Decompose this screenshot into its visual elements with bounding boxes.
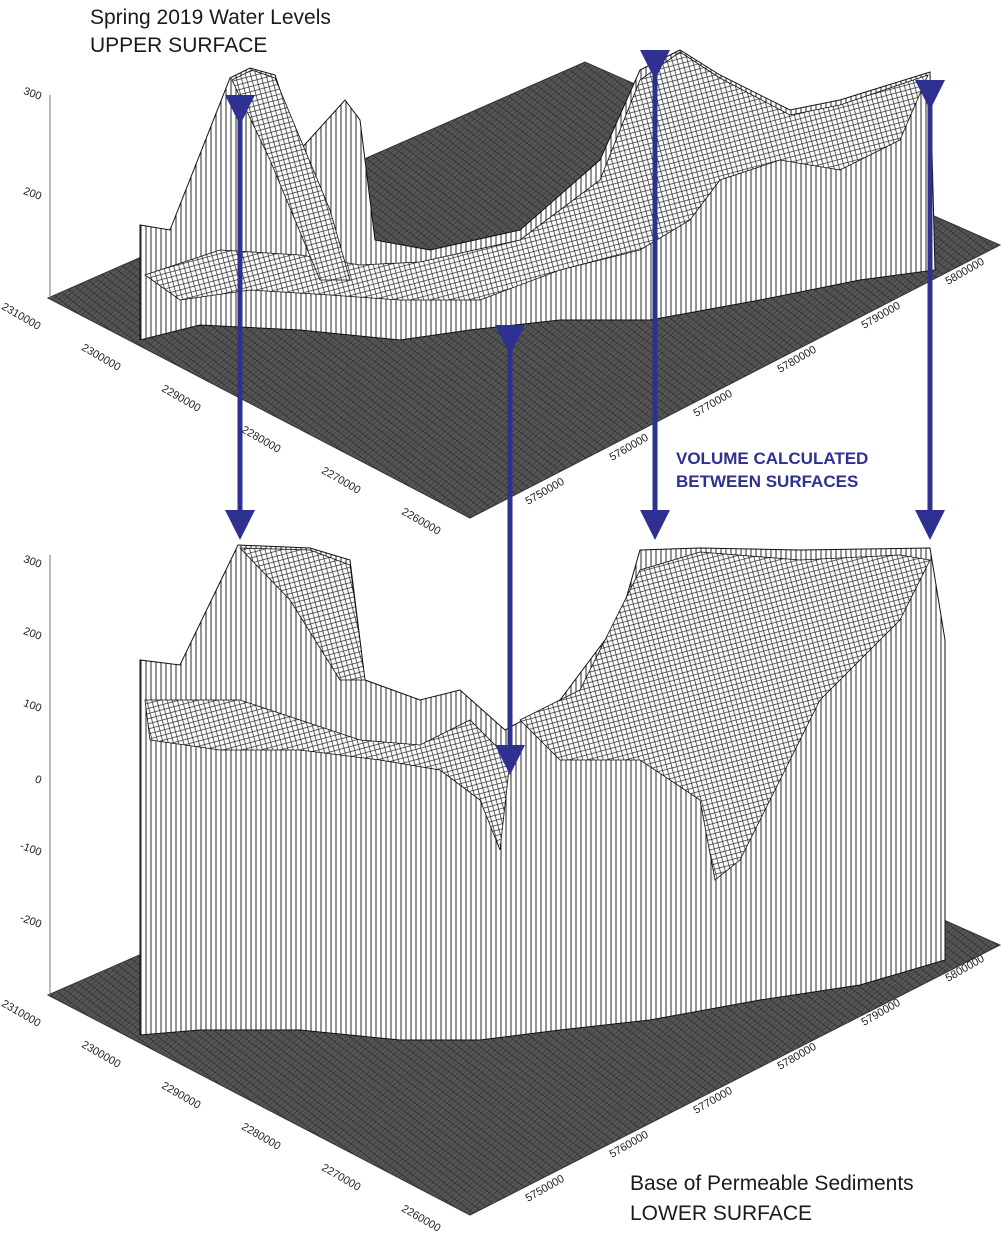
lower-subtitle: LOWER SURFACE bbox=[630, 1202, 812, 1225]
x-tick-label: 2260000 bbox=[399, 1203, 442, 1235]
z-tick-label: -100 bbox=[18, 840, 43, 859]
x-tick-label: 2300000 bbox=[79, 1039, 122, 1071]
x-tick-label: 2280000 bbox=[239, 1121, 282, 1153]
surface-mesh bbox=[519, 551, 931, 881]
surface-mesh bbox=[144, 51, 929, 301]
z-tick-label: 200 bbox=[22, 625, 43, 643]
lower-title: Base of Permeable Sediments bbox=[630, 1172, 914, 1195]
surface-mesh bbox=[239, 547, 366, 681]
z-tick-label: -200 bbox=[18, 912, 43, 931]
annotation: BETWEEN SURFACES bbox=[676, 472, 858, 491]
x-tick-label: 2310000 bbox=[0, 998, 43, 1030]
z-tick-label: 300 bbox=[22, 553, 43, 571]
upper-title: Spring 2019 Water Levels bbox=[90, 6, 331, 29]
surface-mesh bbox=[144, 699, 511, 851]
z-tick-label: 300 bbox=[22, 85, 43, 103]
z-tick-label: 200 bbox=[22, 185, 43, 203]
z-tick-label: 100 bbox=[22, 697, 43, 715]
x-tick-label: 2270000 bbox=[319, 1162, 362, 1194]
x-tick-label: 2270000 bbox=[319, 465, 362, 497]
annotation: VOLUME CALCULATED bbox=[676, 449, 868, 468]
arrows bbox=[225, 50, 945, 775]
upper-subtitle: UPPER SURFACE bbox=[90, 34, 267, 57]
surface-mesh bbox=[231, 69, 351, 281]
z-tick-label: 0 bbox=[33, 773, 43, 786]
x-tick-label: 2310000 bbox=[0, 301, 43, 333]
x-tick-label: 2290000 bbox=[159, 1080, 202, 1112]
x-tick-label: 2300000 bbox=[79, 342, 122, 374]
x-tick-label: 2260000 bbox=[399, 506, 442, 538]
x-tick-label: 2280000 bbox=[239, 424, 282, 456]
x-tick-label: 2290000 bbox=[159, 383, 202, 415]
